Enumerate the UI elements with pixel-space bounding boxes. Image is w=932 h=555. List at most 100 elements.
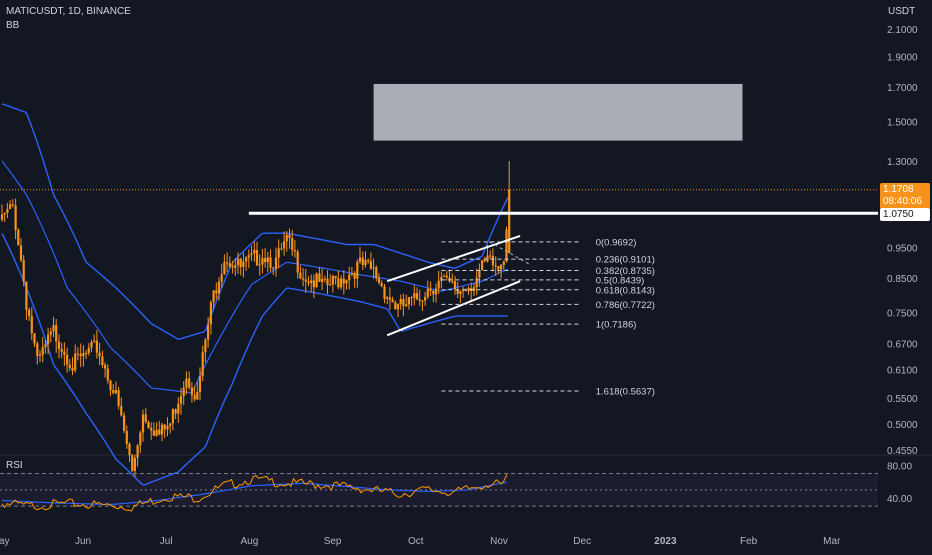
candle[interactable]: [356, 259, 359, 288]
candle[interactable]: [391, 296, 394, 303]
candle[interactable]: [33, 333, 36, 347]
candle[interactable]: [310, 274, 313, 292]
candle[interactable]: [231, 260, 234, 274]
candle[interactable]: [76, 347, 79, 361]
candle[interactable]: [141, 409, 145, 442]
candle[interactable]: [158, 420, 161, 436]
candle[interactable]: [426, 280, 429, 299]
candle[interactable]: [236, 252, 240, 274]
candle[interactable]: [60, 342, 63, 359]
candle[interactable]: [104, 362, 107, 378]
candle[interactable]: [0, 204, 4, 222]
candle[interactable]: [350, 266, 353, 277]
candle[interactable]: [131, 454, 134, 473]
candle[interactable]: [71, 357, 74, 376]
candle[interactable]: [329, 274, 332, 286]
candle[interactable]: [242, 252, 245, 278]
candle[interactable]: [250, 245, 253, 261]
candle[interactable]: [217, 277, 221, 301]
candle[interactable]: [52, 316, 55, 337]
candle[interactable]: [413, 285, 416, 306]
candle[interactable]: [453, 275, 457, 295]
candle[interactable]: [109, 379, 112, 396]
candle[interactable]: [28, 307, 31, 321]
candle[interactable]: [245, 256, 248, 271]
candle[interactable]: [432, 289, 435, 303]
candle[interactable]: [3, 212, 6, 222]
candle[interactable]: [253, 241, 256, 262]
candle[interactable]: [315, 272, 318, 289]
candle[interactable]: [293, 240, 296, 258]
candle[interactable]: [459, 290, 462, 304]
candle[interactable]: [228, 256, 231, 268]
candle[interactable]: [415, 287, 419, 301]
candle[interactable]: [364, 251, 367, 268]
candle[interactable]: [226, 252, 229, 273]
candle[interactable]: [394, 300, 397, 310]
candle[interactable]: [472, 283, 476, 296]
candle[interactable]: [152, 422, 155, 436]
candle[interactable]: [369, 252, 372, 270]
candle[interactable]: [358, 246, 362, 264]
candle[interactable]: [372, 258, 375, 279]
indicator-label-bb[interactable]: BB: [6, 20, 20, 31]
candle[interactable]: [280, 243, 283, 251]
candle[interactable]: [424, 291, 427, 306]
candle[interactable]: [277, 239, 280, 269]
candle[interactable]: [22, 255, 25, 287]
candle[interactable]: [120, 397, 123, 417]
candle[interactable]: [437, 270, 440, 295]
candle[interactable]: [405, 294, 408, 307]
candle[interactable]: [269, 249, 272, 272]
candle[interactable]: [36, 341, 39, 365]
candle[interactable]: [353, 271, 356, 288]
candle[interactable]: [117, 386, 120, 410]
candle[interactable]: [17, 228, 20, 246]
candle[interactable]: [377, 273, 381, 285]
candle[interactable]: [451, 273, 454, 284]
candle[interactable]: [41, 337, 44, 363]
candle[interactable]: [467, 285, 470, 295]
candle[interactable]: [79, 343, 82, 368]
candle[interactable]: [166, 417, 169, 437]
candle[interactable]: [348, 266, 351, 290]
candle[interactable]: [144, 408, 147, 424]
candle[interactable]: [49, 327, 52, 343]
candle[interactable]: [188, 371, 191, 390]
candle[interactable]: [386, 295, 389, 305]
candle[interactable]: [150, 422, 153, 440]
candle[interactable]: [204, 337, 207, 363]
candle[interactable]: [30, 307, 33, 341]
candle[interactable]: [299, 265, 302, 280]
candle[interactable]: [342, 270, 345, 295]
candle[interactable]: [90, 339, 93, 353]
candle[interactable]: [274, 247, 278, 277]
candle[interactable]: [196, 381, 199, 400]
chart-symbol-title[interactable]: MATICUSDT, 1D, BINANCE: [6, 6, 131, 17]
candle[interactable]: [388, 287, 391, 310]
candle[interactable]: [155, 422, 158, 437]
candle[interactable]: [407, 297, 410, 310]
candle[interactable]: [139, 430, 142, 454]
candle[interactable]: [74, 344, 77, 373]
candle[interactable]: [337, 270, 340, 290]
candle[interactable]: [163, 423, 166, 438]
candle[interactable]: [234, 258, 237, 276]
candle[interactable]: [266, 251, 269, 273]
candle[interactable]: [396, 303, 400, 317]
candle[interactable]: [193, 386, 196, 402]
candle[interactable]: [160, 422, 164, 442]
candle[interactable]: [57, 334, 61, 359]
candle[interactable]: [174, 408, 177, 420]
candle[interactable]: [14, 198, 17, 240]
candle[interactable]: [212, 290, 215, 310]
candle[interactable]: [302, 268, 305, 287]
candle[interactable]: [106, 364, 109, 384]
candle[interactable]: [169, 423, 172, 434]
rsi-ma-line[interactable]: [1, 481, 508, 506]
candle[interactable]: [38, 350, 42, 363]
candle[interactable]: [171, 408, 174, 431]
candle[interactable]: [505, 226, 508, 263]
candle[interactable]: [258, 254, 261, 276]
candle[interactable]: [494, 256, 497, 276]
